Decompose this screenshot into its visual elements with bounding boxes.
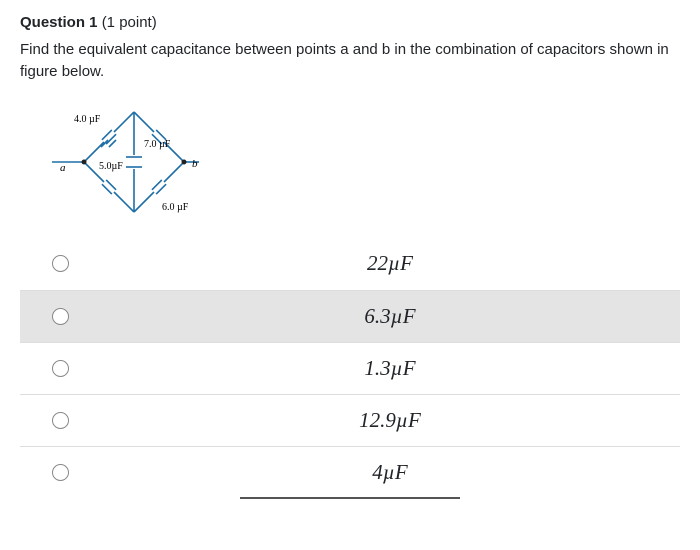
circuit-figure: 4.0 µF 7.0 µF 5.0µF 6.0 µF a b (44, 97, 680, 232)
cap-label-bottom-right: 6.0 µF (162, 202, 189, 213)
radio-button[interactable] (52, 360, 69, 377)
node-a-label: a (60, 162, 66, 174)
cap-label-middle: 5.0µF (99, 161, 123, 172)
question-prompt: Find the equivalent capacitance between … (20, 39, 680, 83)
radio-button[interactable] (52, 464, 69, 481)
answer-text: 22µF (100, 251, 680, 276)
answer-row[interactable]: 6.3µF (20, 290, 680, 342)
radio-button[interactable] (52, 308, 69, 325)
node-b-label: b (192, 158, 198, 170)
answer-options: 22µF 6.3µF 1.3µF 12.9µF 4µF (20, 238, 680, 499)
radio-cell (20, 360, 100, 377)
answer-row[interactable]: 1.3µF (20, 342, 680, 394)
divider (240, 497, 460, 499)
radio-cell (20, 412, 100, 429)
cap-label-top-left: 4.0 µF (74, 114, 101, 125)
answer-text: 12.9µF (100, 408, 680, 433)
question-header: Question 1 (1 point) (20, 14, 680, 31)
answer-row[interactable]: 12.9µF (20, 394, 680, 446)
question-points: (1 point) (102, 14, 157, 31)
answer-text: 1.3µF (100, 356, 680, 381)
cap-label-top-right: 7.0 µF (144, 139, 171, 150)
radio-cell (20, 464, 100, 481)
radio-button[interactable] (52, 412, 69, 429)
answer-text: 6.3µF (100, 304, 680, 329)
radio-cell (20, 255, 100, 272)
radio-cell (20, 308, 100, 325)
answer-row[interactable]: 4µF (20, 446, 680, 498)
answer-text: 4µF (100, 460, 680, 485)
answer-row[interactable]: 22µF (20, 238, 680, 290)
question-label: Question 1 (20, 14, 98, 31)
radio-button[interactable] (52, 255, 69, 272)
